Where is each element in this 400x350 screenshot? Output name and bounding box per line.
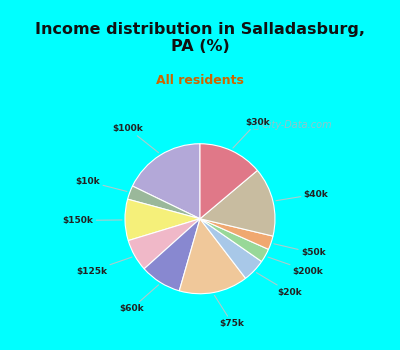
Text: All residents: All residents [156, 74, 244, 87]
Wedge shape [200, 219, 268, 261]
Text: $30k: $30k [233, 118, 270, 148]
Wedge shape [125, 199, 200, 240]
Text: $100k: $100k [113, 124, 158, 153]
Text: $10k: $10k [76, 177, 127, 191]
Text: $200k: $200k [268, 257, 324, 275]
Text: $75k: $75k [214, 295, 245, 328]
Text: $150k: $150k [63, 216, 122, 225]
Wedge shape [200, 219, 273, 249]
Text: $125k: $125k [76, 257, 132, 275]
Wedge shape [144, 219, 200, 291]
Wedge shape [200, 170, 275, 236]
Text: $60k: $60k [119, 285, 158, 314]
Wedge shape [128, 186, 200, 219]
Text: $40k: $40k [276, 190, 328, 201]
Text: $20k: $20k [256, 273, 302, 297]
Wedge shape [200, 219, 262, 278]
Text: Income distribution in Salladasburg,
PA (%): Income distribution in Salladasburg, PA … [35, 22, 365, 54]
Text: ⓘ City-Data.com: ⓘ City-Data.com [253, 120, 331, 130]
Wedge shape [132, 144, 200, 219]
Wedge shape [128, 219, 200, 269]
Wedge shape [200, 144, 257, 219]
Text: $50k: $50k [274, 244, 326, 257]
Wedge shape [179, 219, 246, 294]
